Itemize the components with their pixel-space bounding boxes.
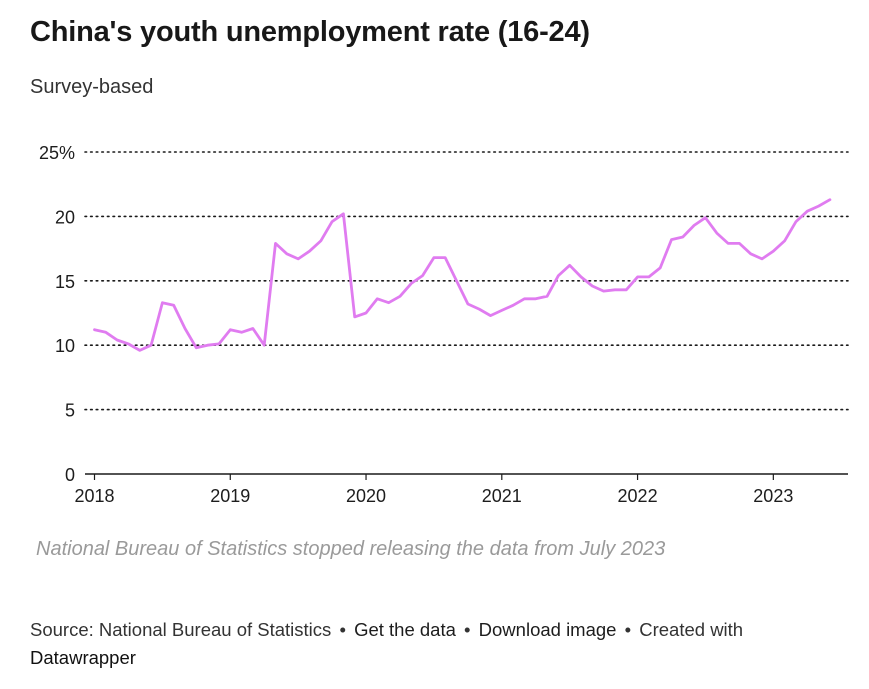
data-series: [93, 198, 832, 352]
y-tick-label: 5: [65, 401, 75, 421]
separator: •: [464, 619, 471, 640]
x-tick-label: 2018: [74, 486, 114, 506]
y-tick-label: 10: [55, 336, 75, 356]
x-tick-label: 2022: [618, 486, 658, 506]
chart-subtitle: Survey-based: [30, 76, 154, 98]
x-tick-label: 2020: [346, 486, 386, 506]
y-tick-label: 0: [65, 465, 75, 485]
grid-lines: [84, 151, 849, 411]
series-line: [93, 198, 832, 352]
separator: •: [339, 619, 346, 640]
chart-note: National Bureau of Statistics stopped re…: [36, 538, 666, 560]
x-tick-label: 2019: [210, 486, 250, 506]
x-axis: 2018 2019 2020 2021 2022 2023: [74, 473, 848, 506]
datawrapper-link[interactable]: Datawrapper: [30, 647, 136, 668]
download-image-link[interactable]: Download image: [478, 619, 617, 640]
created-with-text: Created with: [639, 619, 744, 640]
line-chart: 0 5 10 15 20 25% 2018 2019 2020 2021 2022 2023: [39, 143, 849, 506]
x-tick-label: 2023: [753, 486, 793, 506]
y-tick-label: 15: [55, 272, 75, 292]
x-tick-label: 2021: [482, 486, 522, 506]
y-tick-label: 20: [55, 207, 75, 227]
chart-footer: Source: National Bureau of Statistics • …: [30, 616, 830, 672]
y-axis-labels: 0 5 10 15 20 25%: [39, 143, 75, 485]
separator: •: [624, 619, 632, 640]
chart-title: China's youth unemployment rate (16-24): [30, 16, 590, 48]
y-tick-label: 25%: [39, 143, 75, 163]
source-text: Source: National Bureau of Statistics: [30, 619, 332, 640]
get-data-link[interactable]: Get the data: [354, 619, 456, 640]
